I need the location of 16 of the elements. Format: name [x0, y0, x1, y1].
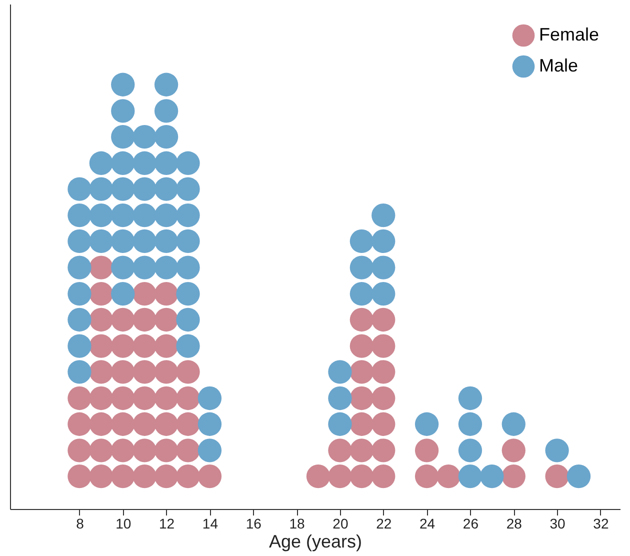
x-tick-label: 8	[76, 516, 84, 532]
x-tick-label: 22	[376, 516, 392, 532]
x-tick-label: 24	[420, 516, 436, 532]
x-tick-label: 12	[159, 516, 175, 532]
x-tick-label: 16	[246, 516, 262, 532]
x-tick-label: 26	[462, 516, 479, 532]
x-tick-label: 30	[550, 516, 566, 532]
x-tick-label: 14	[202, 516, 218, 532]
x-tick-label: 10	[116, 516, 132, 532]
x-axis-title: Age (years)	[268, 532, 362, 552]
x-tick-label: 28	[506, 516, 522, 532]
x-tick-label: 20	[332, 516, 348, 532]
x-tick-label: 18	[289, 516, 306, 532]
x-tick-label: 32	[593, 516, 609, 532]
legend-label: Male	[539, 56, 578, 76]
legend-label: Female	[539, 24, 600, 44]
